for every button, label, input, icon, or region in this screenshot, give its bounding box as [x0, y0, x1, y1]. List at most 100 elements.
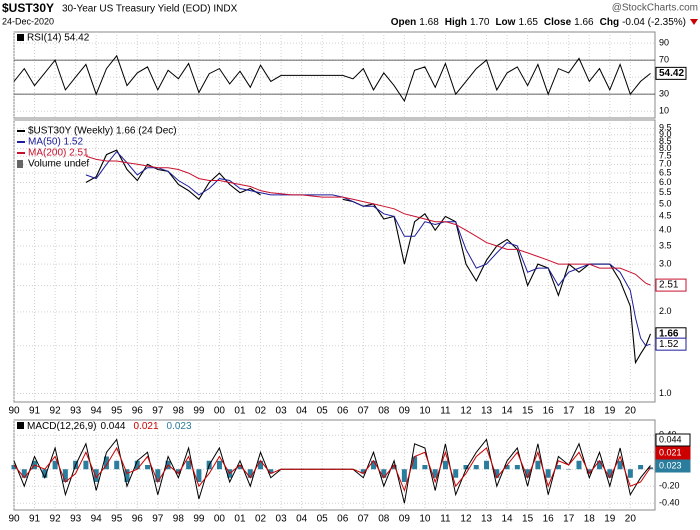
x-tick-label: 92 — [50, 406, 62, 417]
macd-legend-value: 0.044 — [100, 421, 125, 432]
x-tick-label: 95 — [111, 514, 123, 525]
value-tag-label: 1.66 — [659, 328, 679, 339]
x-tick-label: 17 — [563, 406, 575, 417]
x-tick-label: 03 — [276, 406, 288, 417]
x-tick-label: 10 — [419, 406, 431, 417]
histogram-bar — [525, 469, 531, 478]
x-tick-label: 04 — [296, 406, 308, 417]
series-line — [85, 149, 652, 365]
value-tag-label: 1.52 — [659, 339, 679, 350]
histogram-bar — [62, 469, 68, 482]
histogram-bar — [586, 469, 592, 474]
value-tag — [655, 459, 691, 473]
x-tick-label: 19 — [604, 514, 616, 525]
x-tick-label: 11 — [440, 514, 451, 525]
x-tick-label: 03 — [276, 514, 288, 525]
histogram-bar — [442, 460, 448, 470]
quote-label: Open — [391, 17, 417, 28]
y-tick-label: 90 — [659, 37, 669, 47]
value-tag — [655, 433, 691, 447]
histogram-bar — [381, 469, 387, 478]
x-tick-label: 94 — [91, 514, 103, 525]
histogram-bar — [535, 460, 541, 470]
histogram-bar — [494, 469, 500, 478]
x-tick-label: 93 — [70, 406, 82, 417]
x-tick-label: 92 — [50, 514, 62, 525]
x-tick-label: 05 — [317, 406, 329, 417]
y-tick-label: 4.5 — [659, 211, 672, 221]
histogram-bar — [514, 465, 520, 470]
histogram-bar — [422, 465, 428, 470]
legend-label: MA(50) 1.52 — [28, 137, 83, 148]
y-tick-label: 6.0 — [659, 177, 672, 187]
x-tick-label: 11 — [440, 406, 451, 417]
histogram-bar — [412, 456, 418, 470]
histogram-bar — [237, 465, 243, 470]
x-tick-label: 15 — [522, 406, 534, 417]
x-tick-label: 13 — [481, 406, 493, 417]
y-tick-label: 5.5 — [659, 187, 672, 197]
legend-label: MA(200) 2.51 — [28, 148, 89, 159]
x-tick-label: 98 — [173, 514, 185, 525]
histogram-bar — [484, 460, 490, 470]
x-tick-label: 13 — [481, 514, 493, 525]
x-tick-label: 12 — [460, 514, 472, 525]
histogram-bar — [155, 469, 161, 482]
histogram-bar — [186, 460, 192, 470]
quote-label: Close — [544, 17, 572, 28]
x-tick-label: 06 — [337, 406, 349, 417]
x-tick-label: 20 — [625, 514, 637, 525]
x-tick-label: 15 — [522, 514, 534, 525]
quote-value: 1.66 — [574, 17, 594, 28]
y-tick-label: 9.0 — [659, 129, 672, 139]
x-tick-label: 99 — [193, 406, 205, 417]
y-tick-label: 2.0 — [659, 306, 672, 316]
legend-label: $UST30Y (Weekly) 1.66 (24 Dec) — [28, 126, 177, 137]
y-tick-label: 30 — [659, 89, 669, 99]
y-tick-label: 70 — [659, 54, 669, 64]
x-tick-label: 07 — [358, 514, 370, 525]
x-tick-label: 90 — [8, 406, 20, 417]
y-tick-label: 10 — [659, 106, 669, 116]
histogram-bar — [175, 469, 181, 474]
histogram-bar — [638, 465, 644, 470]
histogram-bar — [134, 460, 140, 470]
histogram-bar — [196, 469, 202, 482]
histogram-bar — [145, 465, 151, 470]
x-tick-label: 97 — [152, 514, 164, 525]
y-tick-label: 7.0 — [659, 159, 672, 169]
legend-label: Volume undef — [28, 159, 89, 170]
panel-frame — [13, 119, 656, 403]
histogram-bar — [360, 469, 366, 474]
histogram-bar — [453, 469, 459, 478]
brand: @StockCharts.com — [612, 3, 698, 14]
down-arrow — [690, 19, 698, 25]
value-tag-label: 54.42 — [659, 68, 684, 79]
y-tick-label: 7.5 — [659, 151, 672, 161]
x-tick-label: 95 — [111, 406, 123, 417]
macd-legend-value: 0.023 — [167, 421, 192, 432]
y-tick-label: 3.5 — [659, 240, 672, 250]
histogram-bar — [258, 460, 264, 470]
x-tick-label: 16 — [543, 406, 555, 417]
x-tick-label: 01 — [234, 406, 246, 417]
histogram-bar — [504, 465, 510, 470]
series-line — [13, 54, 651, 103]
quote-label: Chg — [600, 17, 619, 28]
histogram-bar — [627, 469, 633, 478]
histogram-bar — [566, 469, 572, 470]
y-tick-label: -0.40 — [659, 498, 680, 508]
x-tick-label: 02 — [255, 514, 267, 525]
y-tick-label: -0.20 — [659, 481, 680, 491]
x-tick-label: 05 — [317, 514, 329, 525]
value-tag — [655, 66, 687, 80]
series-line — [85, 155, 651, 286]
x-tick-label: 91 — [29, 406, 41, 417]
quote: Open 1.68 High 1.70 Low 1.65 Close 1.66 Chg -0.04… — [391, 17, 686, 28]
y-tick-label: 6.5 — [659, 167, 672, 177]
legend-icon — [17, 160, 23, 168]
value-tag — [655, 278, 687, 292]
x-tick-label: 99 — [193, 514, 205, 525]
x-tick-label: 00 — [214, 514, 226, 525]
histogram-bar — [42, 469, 48, 478]
